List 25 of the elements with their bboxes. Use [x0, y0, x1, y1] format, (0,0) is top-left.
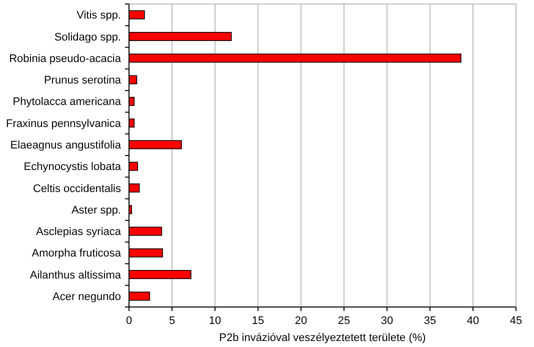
y-tick-label: Elaeagnus angustifolia: [10, 140, 122, 152]
y-tick-label: Acer negundo: [52, 291, 121, 304]
x-tick-label: 15: [252, 315, 264, 327]
x-tick-label: 35: [424, 315, 436, 327]
y-tick-label: Phytolacca americana: [12, 96, 122, 108]
x-tick-label: 20: [294, 315, 308, 327]
y-tick-label: Vitis spp.: [76, 10, 121, 22]
y-tick-label: Fraxinus pennsylvanica: [6, 118, 122, 130]
x-tick-label: 45: [510, 315, 522, 327]
x-axis-title: P2b invázióval veszélyeztetett területe (%): [219, 332, 426, 344]
y-tick-label: Celtis occidentalis: [32, 182, 122, 195]
x-tick-label: 0: [126, 315, 132, 327]
y-tick-label: Prunus serotina: [44, 74, 122, 87]
y-tick-label: Amorpha fruticosa: [32, 248, 122, 260]
y-tick-label: Robinia pseudo-acacia: [9, 52, 122, 65]
x-tick-label: 10: [208, 315, 222, 327]
x-tick-label: 25: [338, 315, 350, 327]
y-tick-label: Ailanthus altissima: [30, 269, 122, 282]
y-tick-label: Aster spp.: [71, 204, 121, 216]
y-tick-label: Solidago spp.: [54, 31, 121, 44]
y-tick-label: Echynocystis lobata: [24, 161, 122, 174]
x-tick-label: 30: [380, 315, 394, 327]
y-tick-label: Asclepias syriaca: [36, 226, 122, 238]
x-tick-label: 40: [466, 315, 480, 327]
x-tick-label: 5: [168, 315, 176, 327]
